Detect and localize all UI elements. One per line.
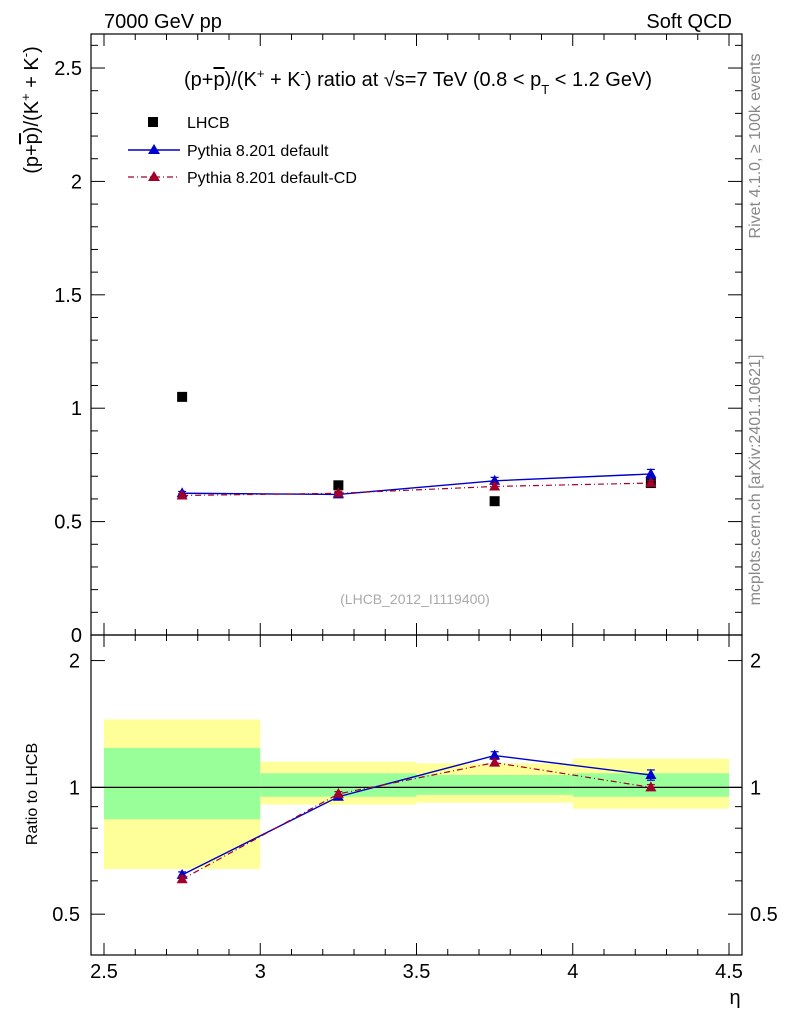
ratio-point-default — [645, 768, 657, 779]
x-tick-label: 4.5 — [715, 961, 743, 983]
main-point-cd — [176, 489, 188, 500]
analysis-tag: (LHCB_2012_I1119400) — [340, 591, 490, 607]
main-y-tick-label: 0 — [71, 625, 82, 647]
ratio-frame — [90, 634, 743, 956]
ratio-point-cd — [489, 756, 501, 767]
main-point-cd — [645, 477, 657, 488]
main-y-tick-label: 0.5 — [54, 512, 82, 534]
ratio-point-cd — [332, 787, 344, 798]
ratio-y-tick-label-left: 1 — [69, 777, 80, 799]
main-point-cd — [332, 487, 344, 498]
ratio-y-tick-label-left: 0.5 — [52, 904, 80, 926]
ratio-line-cd — [181, 761, 651, 880]
ratio-point-default — [489, 749, 501, 760]
main-point-lhcb — [333, 480, 344, 491]
ratio-series — [176, 749, 657, 884]
main-point-default — [645, 467, 657, 478]
main-y-tick-label: 1 — [71, 398, 82, 420]
ratio-line-default — [181, 754, 651, 876]
band-inner-2 — [416, 774, 573, 795]
main-point-default — [489, 474, 501, 485]
x-tick-label: 3.5 — [403, 961, 431, 983]
ratio-point-cd — [645, 781, 657, 792]
header-right: Soft QCD — [646, 11, 732, 33]
legend-label-default: Pythia 8.201 default — [187, 143, 329, 160]
ratio-axis-ticks: 2.5 3 3.5 4 4.5 0.5 0.5 1 1 2 2 — [52, 635, 778, 983]
main-series — [176, 391, 657, 507]
main-y-tick-label: 2.5 — [54, 58, 82, 80]
legend: LHCB Pythia 8.201 default Pythia 8.201 d… — [128, 115, 357, 187]
main-y-tick-label: 2 — [71, 171, 82, 193]
legend-label-cd: Pythia 8.201 default-CD — [187, 170, 357, 187]
ratio-y-tick-label-right: 2 — [750, 651, 761, 673]
ratio-point-cd — [176, 873, 188, 884]
legend-marker-default — [148, 144, 160, 154]
ratio-y-tick-label-left: 2 — [69, 651, 80, 673]
ratio-ylabel: Ratio to LHCB — [24, 743, 41, 845]
rivet-label: Rivet 4.1.0, ≥ 100k events — [747, 54, 764, 239]
main-axis-ticks: 0 0.5 1 1.5 2 2.5 — [54, 34, 742, 647]
x-tick-label: 2.5 — [90, 961, 118, 983]
x-axis-label: η — [729, 987, 740, 1009]
ratio-y-tick-label-right: 1 — [750, 777, 761, 799]
header-left: 7000 GeV pp — [104, 11, 222, 33]
ratio-uncertainty-bands — [91, 719, 742, 870]
legend-marker-cd — [148, 171, 160, 181]
main-ylabel: (p+p)/(K+ + K-) — [18, 46, 43, 174]
main-point-lhcb — [177, 391, 188, 402]
main-line-cd — [182, 482, 651, 497]
x-tick-label: 3 — [255, 961, 266, 983]
legend-label-lhcb: LHCB — [187, 115, 230, 132]
main-point-lhcb — [489, 496, 500, 507]
ratio-y-tick-label-right: 0.5 — [750, 904, 778, 926]
main-y-tick-label: 1.5 — [54, 285, 82, 307]
x-tick-label: 4 — [567, 961, 578, 983]
mcplots-label: mcplots.cern.ch [arXiv:2401.10621] — [747, 355, 764, 606]
band-inner-1 — [260, 773, 417, 797]
main-line-default — [182, 473, 651, 496]
band-inner-0 — [104, 748, 261, 820]
legend-marker-lhcb — [148, 117, 158, 127]
main-point-cd — [489, 480, 501, 491]
main-title: (p+p)/(K+ + K-) ratio at √s=7 TeV (0.8 <… — [184, 66, 652, 97]
